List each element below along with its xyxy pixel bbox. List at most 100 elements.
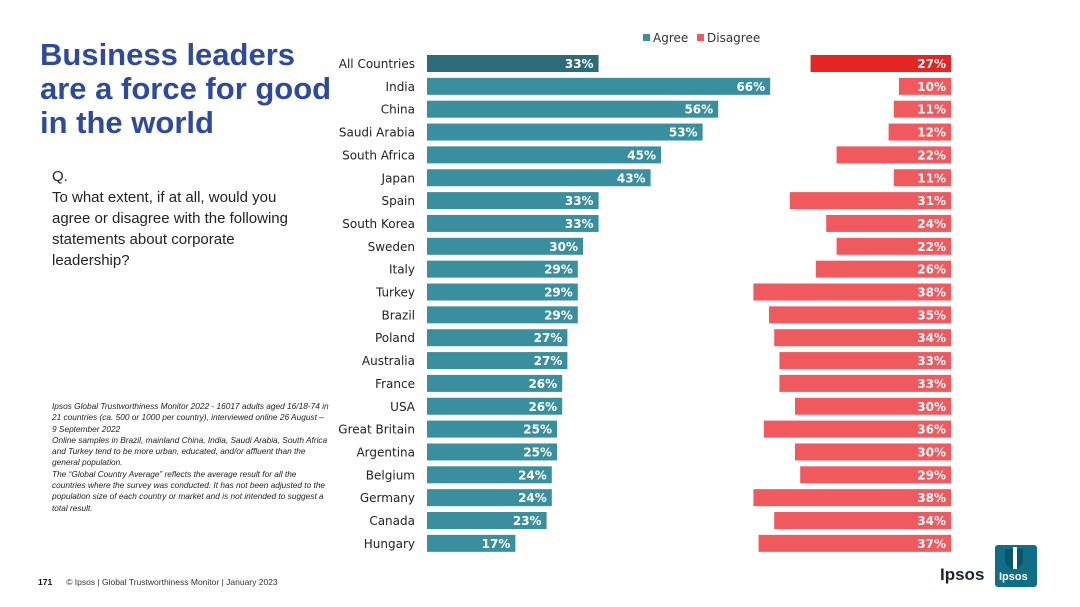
disagree-bar (774, 512, 951, 529)
agree-bar (427, 466, 552, 484)
legend-disagree-swatch (697, 34, 704, 41)
agree-bar (427, 283, 578, 301)
category-label: USA (390, 400, 416, 414)
disagree-value-label: 38% (917, 286, 946, 300)
disagree-value-label: 33% (917, 377, 946, 391)
logo-wordmark: Ipsos (940, 565, 985, 584)
disagree-bar (836, 146, 951, 164)
agree-value-label: 27% (534, 331, 563, 345)
category-label: India (386, 80, 415, 94)
disagree-value-label: 24% (917, 217, 946, 231)
disagree-value-label: 22% (917, 148, 946, 162)
category-label: Sweden (368, 240, 415, 254)
category-label: Hungary (364, 537, 415, 551)
agree-value-label: 45% (627, 148, 656, 162)
agree-bar (427, 397, 563, 415)
footer: 171 © Ipsos | Global Trustworthiness Moni… (38, 577, 278, 587)
agree-bar (427, 123, 703, 141)
agree-value-label: 24% (518, 468, 547, 482)
disagree-bar (795, 397, 951, 415)
category-label: Great Britain (338, 423, 415, 437)
agree-value-label: 24% (518, 491, 547, 505)
disagree-value-label: 34% (917, 514, 946, 528)
category-label: Argentina (356, 445, 415, 459)
agree-bar (427, 306, 578, 324)
disagree-value-label: 37% (917, 537, 946, 551)
disagree-bar (795, 443, 951, 461)
legend-disagree-label: Disagree (707, 31, 760, 45)
disagree-value-label: 35% (917, 308, 946, 322)
category-label: Belgium (366, 468, 415, 482)
agree-bar (427, 237, 583, 255)
agree-bar (427, 512, 547, 529)
disagree-value-label: 22% (917, 240, 946, 254)
legend-agree-swatch (643, 34, 650, 41)
category-label: Spain (381, 194, 415, 208)
agree-value-label: 23% (513, 514, 542, 528)
agree-bar (427, 489, 552, 507)
question-label: Q. (52, 168, 68, 185)
disagree-bar (779, 374, 951, 392)
category-label: South Africa (342, 148, 415, 162)
agree-bar (427, 192, 599, 210)
agree-value-label: 25% (523, 423, 552, 437)
disagree-bar (753, 283, 951, 301)
note-line: The “Global Country Average” reflects th… (52, 468, 326, 513)
note-line: Ipsos Global Trustworthiness Monitor 202… (52, 401, 329, 434)
disagree-value-label: 29% (917, 468, 946, 482)
disagree-value-label: 10% (917, 80, 946, 94)
disagree-bar (893, 100, 951, 118)
agree-bar (427, 352, 568, 370)
question: Q. To what extent, if at all, would you … (52, 166, 292, 271)
disagree-value-label: 11% (917, 103, 946, 117)
disagree-bar (769, 306, 951, 324)
disagree-bar (763, 420, 951, 438)
category-label: Saudi Arabia (339, 126, 415, 140)
disagree-value-label: 30% (917, 400, 946, 414)
agree-bar (427, 329, 568, 347)
agree-bar (427, 374, 563, 392)
category-label: France (375, 377, 415, 391)
disagree-value-label: 38% (917, 491, 946, 505)
category-label: Germany (360, 491, 415, 505)
disagree-value-label: 30% (917, 445, 946, 459)
disagree-value-label: 12% (917, 126, 946, 140)
question-text: To what extent, if at all, would you agr… (52, 189, 288, 269)
agree-value-label: 53% (669, 126, 698, 140)
footer-text: © Ipsos | Global Trustworthiness Monitor… (66, 577, 278, 587)
agree-bar (427, 534, 516, 552)
category-label: All Countries (339, 57, 415, 71)
disagree-bar (899, 77, 951, 95)
agree-bar (427, 420, 557, 438)
agree-value-label: 29% (544, 286, 573, 300)
agree-value-label: 30% (549, 240, 578, 254)
disagree-bar (779, 352, 951, 370)
disagree-bar (774, 329, 951, 347)
chart-legend: Agree Disagree (643, 31, 760, 45)
note-line: Online samples in Brazil, mainland China… (52, 434, 328, 468)
agree-value-label: 43% (617, 171, 646, 185)
disagree-bar (836, 237, 951, 255)
disagree-bar (893, 169, 951, 187)
category-label: Poland (375, 331, 415, 345)
agree-value-label: 66% (736, 80, 765, 94)
agree-bar (427, 443, 557, 461)
agree-value-label: 25% (523, 445, 552, 459)
disagree-value-label: 31% (917, 194, 946, 208)
logo-swoosh-line (1013, 547, 1017, 569)
category-label: Japan (381, 171, 415, 185)
disagree-value-label: 36% (917, 423, 946, 437)
disagree-value-label: 34% (917, 331, 946, 345)
disagree-bar (800, 466, 951, 484)
disagree-value-label: 26% (917, 263, 946, 277)
category-label: Australia (362, 354, 415, 368)
disagree-value-label: 27% (917, 57, 946, 71)
agree-value-label: 29% (544, 263, 573, 277)
disagree-bar (758, 534, 951, 552)
agree-value-label: 17% (482, 537, 511, 551)
disagree-bar (789, 192, 951, 210)
disagree-bar (810, 55, 951, 72)
agree-value-label: 56% (684, 103, 713, 117)
logo-badge-text: Ipsos (999, 571, 1028, 583)
logo-badge: Ipsos (995, 545, 1037, 587)
